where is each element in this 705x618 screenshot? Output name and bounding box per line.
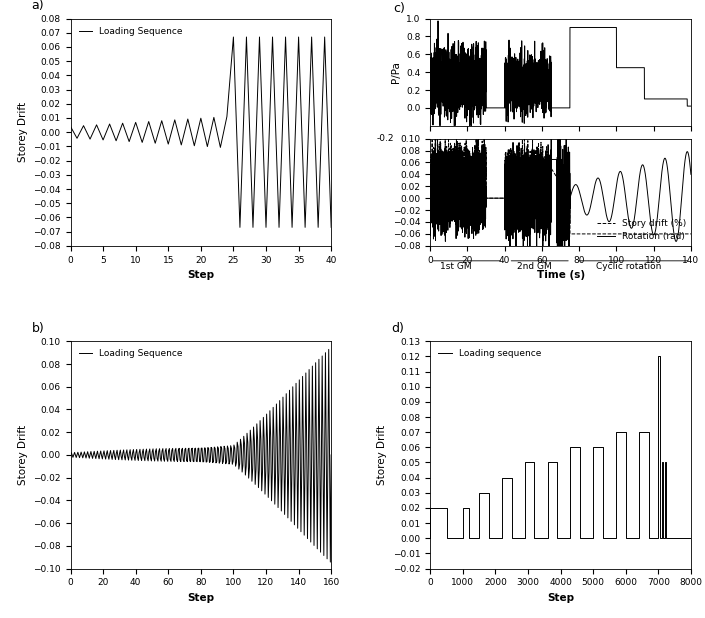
- Y-axis label: Storey Drift: Storey Drift: [18, 425, 27, 485]
- X-axis label: Step: Step: [188, 270, 214, 280]
- Text: -0.2: -0.2: [376, 134, 393, 143]
- Text: Cyclic rotation: Cyclic rotation: [596, 263, 661, 271]
- Text: d): d): [391, 322, 404, 335]
- Y-axis label: Storey Drift: Storey Drift: [18, 102, 27, 163]
- Legend: Loading sequence: Loading sequence: [435, 346, 545, 362]
- Legend: Loading Sequence: Loading Sequence: [75, 346, 187, 362]
- Y-axis label: P/Pa: P/Pa: [391, 61, 400, 83]
- X-axis label: Step: Step: [547, 593, 574, 603]
- X-axis label: Step: Step: [188, 593, 214, 603]
- Legend: Loading Sequence: Loading Sequence: [75, 23, 187, 40]
- Text: 2nd GM: 2nd GM: [517, 263, 552, 271]
- Legend: Story drift (%), Rotation (rad): Story drift (%), Rotation (rad): [597, 219, 687, 241]
- X-axis label: Time (s): Time (s): [537, 270, 584, 280]
- Text: a): a): [32, 0, 44, 12]
- Text: 1st GM: 1st GM: [441, 263, 472, 271]
- Y-axis label: Storey Drift: Storey Drift: [377, 425, 387, 485]
- Text: b): b): [32, 322, 44, 335]
- Text: c): c): [393, 2, 405, 15]
